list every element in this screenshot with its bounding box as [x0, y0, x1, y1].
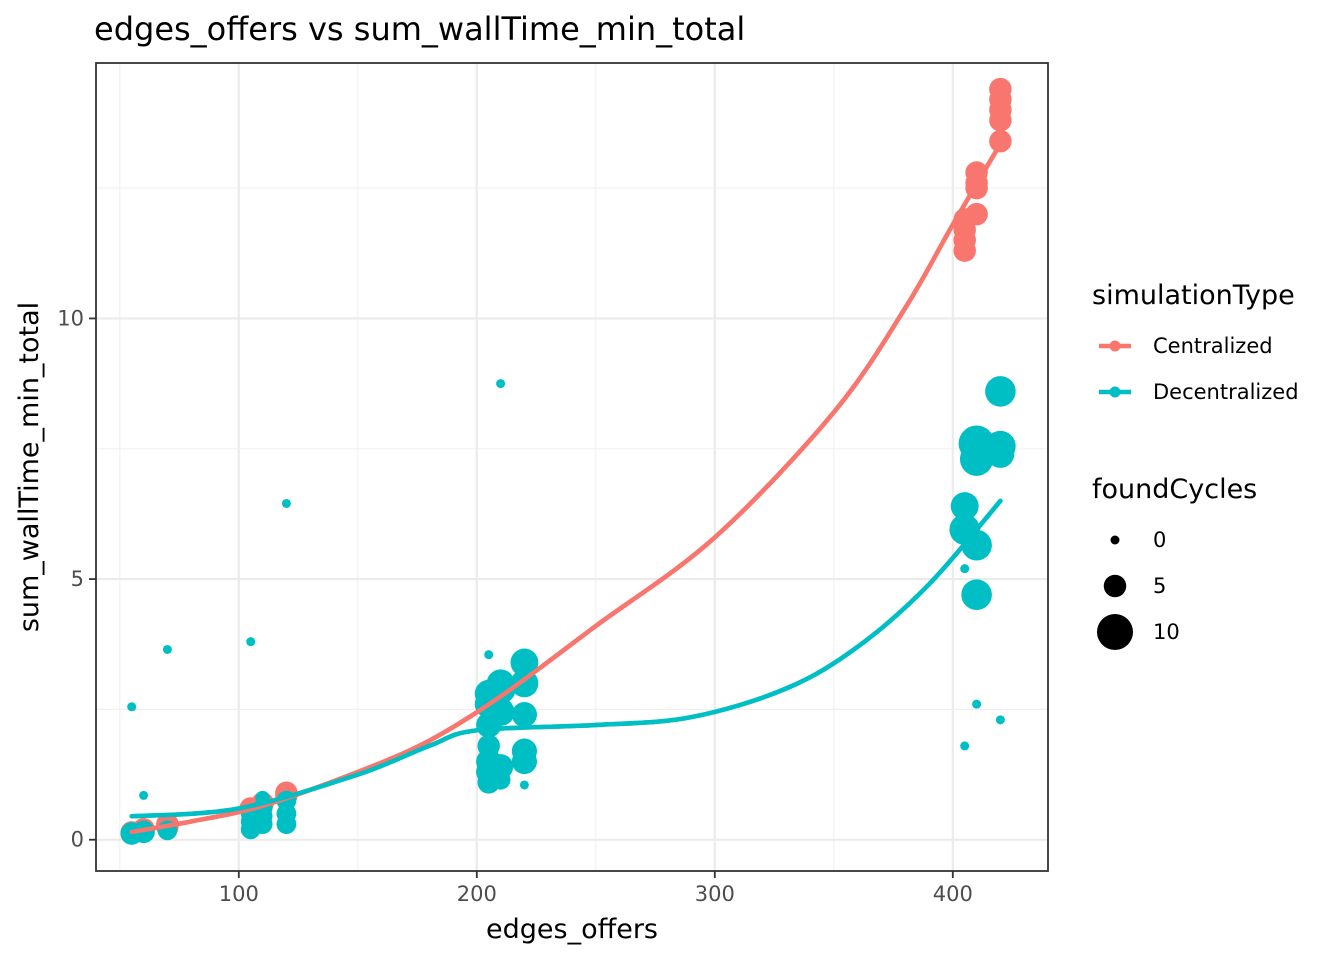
y-axis: 0 5 10: [57, 306, 96, 852]
legend-size-point: [1103, 574, 1127, 598]
chart-title: edges_offers vs sum_wallTime_min_total: [94, 10, 745, 48]
point-decentralized: [139, 790, 149, 800]
x-axis-title: edges_offers: [486, 914, 658, 945]
plot-border: [95, 62, 1049, 872]
legend: simulationType CentralizedDecentralized …: [1092, 280, 1299, 650]
legend-label: 0: [1153, 528, 1166, 552]
point-decentralized: [961, 579, 992, 611]
legend-label: Centralized: [1153, 334, 1273, 358]
x-tick-label: 400: [933, 882, 973, 906]
legend-size-point: [1097, 614, 1133, 650]
x-axis: 100 200 300 400: [219, 871, 973, 906]
point-decentralized: [960, 741, 970, 751]
point-decentralized: [958, 425, 995, 462]
point-decentralized: [960, 564, 970, 574]
point-decentralized: [496, 379, 506, 389]
legend-label: 10: [1153, 620, 1180, 644]
point-centralized: [989, 77, 1012, 101]
y-tick-label: 10: [57, 306, 84, 330]
point-decentralized: [995, 715, 1005, 725]
point-decentralized: [281, 498, 291, 508]
legend-size-point: [1110, 535, 1120, 545]
grid-major: [96, 63, 1048, 871]
legend-color-title: simulationType: [1092, 280, 1295, 311]
point-decentralized: [246, 637, 256, 647]
legend-color-keys: Centralized Decentralized: [1099, 334, 1299, 404]
point-decentralized: [510, 648, 539, 677]
point-decentralized: [486, 669, 515, 698]
y-axis-title: sum_wallTime_min_total: [14, 302, 45, 632]
y-tick-label: 5: [71, 567, 84, 591]
trend-line-decentralized: [129, 498, 1003, 819]
legend-key-point: [1109, 340, 1121, 352]
trend-lines-front: [129, 141, 1003, 835]
legend-label: Decentralized: [1153, 380, 1299, 404]
point-decentralized: [519, 780, 529, 790]
point-decentralized: [484, 650, 494, 660]
point-centralized: [989, 129, 1012, 153]
point-decentralized: [477, 734, 500, 758]
x-tick-label: 100: [219, 882, 259, 906]
legend-key-point: [1109, 386, 1121, 398]
plot-panel: [96, 63, 1048, 871]
legend-size-keys: 0 5 10: [1097, 528, 1180, 650]
point-decentralized: [511, 738, 537, 764]
y-tick-label: 0: [71, 828, 84, 852]
point-decentralized: [162, 644, 172, 654]
point-decentralized: [486, 698, 515, 726]
point-centralized: [965, 202, 988, 226]
point-decentralized: [972, 699, 982, 709]
point-decentralized: [950, 492, 979, 521]
legend-label: 5: [1153, 574, 1166, 598]
grid-minor: [96, 63, 1048, 871]
point-decentralized: [985, 430, 1016, 462]
point-decentralized: [511, 702, 537, 728]
point-decentralized: [127, 702, 137, 712]
x-tick-label: 300: [695, 882, 735, 906]
x-tick-label: 200: [457, 882, 497, 906]
point-decentralized: [488, 754, 514, 780]
point-decentralized: [985, 376, 1016, 407]
legend-size-title: foundCycles: [1092, 474, 1257, 505]
